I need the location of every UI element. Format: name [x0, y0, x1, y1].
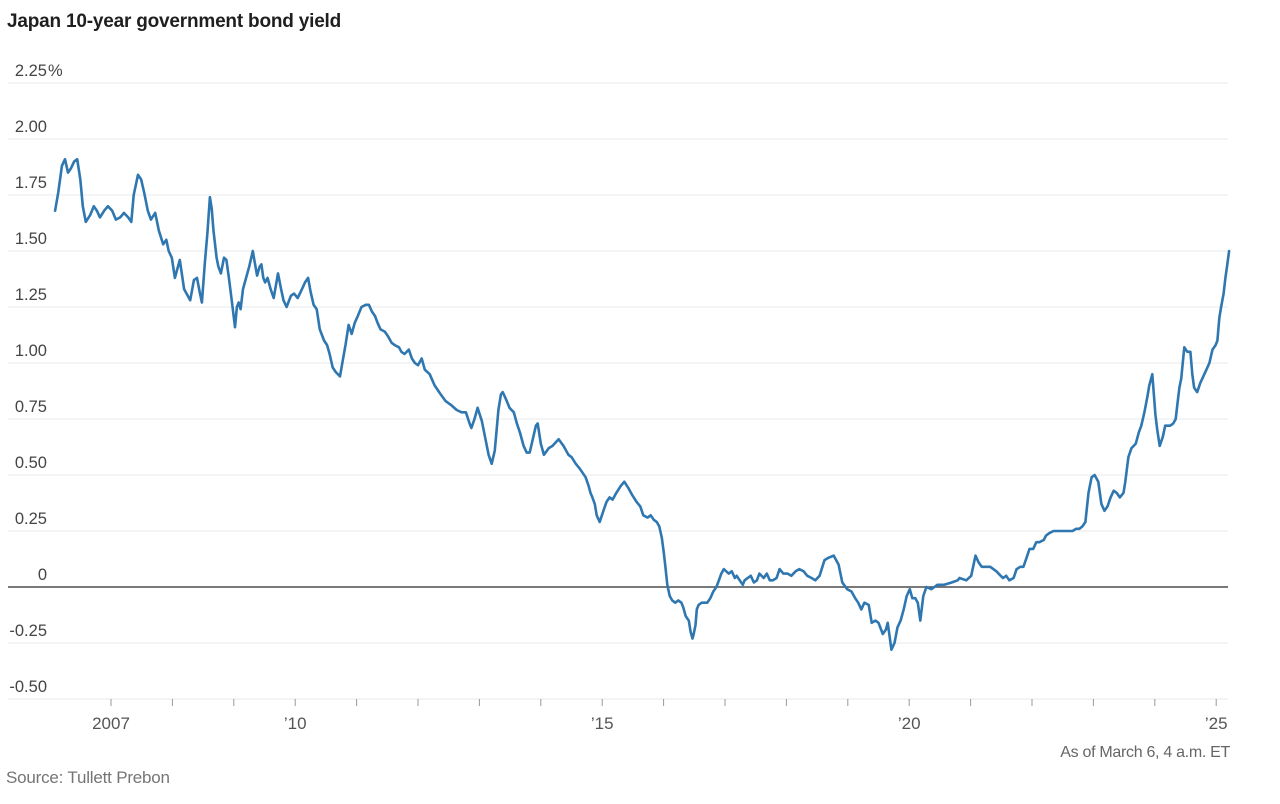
yield-line — [53, 157, 1231, 651]
x-axis-label: ’20 — [898, 714, 921, 733]
y-axis-label: 0.75 — [15, 398, 47, 416]
x-axis-label: 2007 — [92, 714, 130, 733]
source-note: Source: Tullett Prebon — [6, 768, 170, 787]
y-axis-label: 0.25 — [15, 510, 47, 528]
y-axis-label: 1.75 — [15, 174, 47, 192]
y-axis-label: 2.00 — [15, 118, 47, 136]
x-axis-label: ’25 — [1205, 714, 1228, 733]
y-axis-label: 0.50 — [15, 454, 47, 472]
y-axis-label: 2.25 — [15, 62, 47, 80]
y-axis-label: -0.50 — [9, 678, 47, 696]
x-axis-label: ’15 — [591, 714, 614, 733]
y-axis-label: -0.25 — [9, 622, 47, 640]
y-axis-label: 1.50 — [15, 230, 47, 248]
y-axis-label: 0 — [38, 566, 47, 584]
x-axis-label: ’10 — [284, 714, 307, 733]
as-of-note: As of March 6, 4 a.m. ET — [1060, 744, 1230, 761]
chart-title: Japan 10-year government bond yield — [7, 11, 342, 32]
y-axis-label: 1.25 — [15, 286, 47, 304]
y-axis-unit-suffix: % — [48, 62, 63, 80]
y-axis-label: 1.00 — [15, 342, 47, 360]
